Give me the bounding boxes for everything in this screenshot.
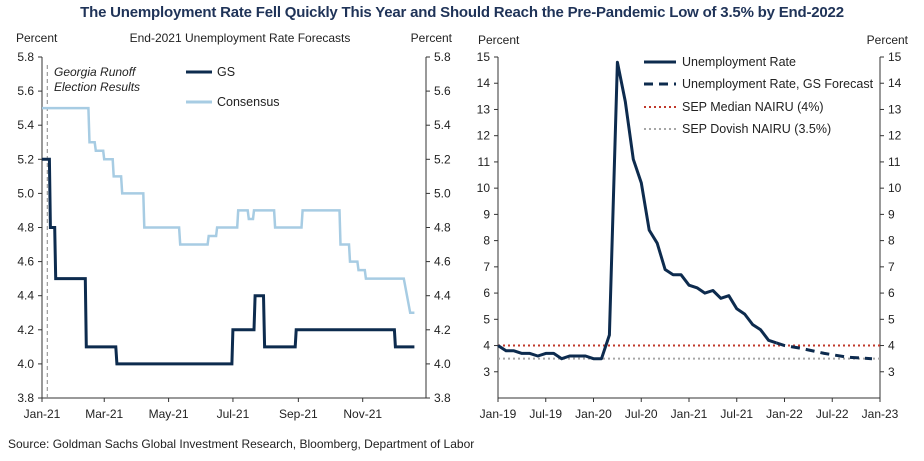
- y-tick-label: 12: [888, 129, 902, 143]
- x-tick-label: May-21: [149, 407, 189, 421]
- series-line-forecast: [776, 341, 873, 361]
- y-tick-label: 14: [477, 76, 491, 90]
- legend-label: SEP Dovish NAIRU (3.5%): [682, 122, 831, 136]
- y-tick-label: 15: [477, 50, 491, 64]
- y-tick-label: 4.0: [17, 357, 34, 371]
- y-tick-label: 5: [483, 312, 490, 326]
- y-tick-label: 4: [888, 339, 895, 353]
- y-tick-label: 15: [888, 50, 902, 64]
- legend-label: GS: [217, 65, 235, 79]
- x-tick-label: Jan-19: [480, 407, 517, 421]
- y-tick-label: 13: [477, 102, 491, 116]
- y-tick-label: 14: [888, 76, 902, 90]
- y-axis-label-left: Percent: [478, 33, 520, 47]
- x-tick-label: Jan-21: [24, 407, 61, 421]
- series-line-gs: [42, 157, 415, 366]
- y-tick-label: 5.2: [434, 152, 451, 166]
- x-tick-label: Mar-21: [85, 407, 123, 421]
- y-tick-label: 10: [477, 181, 491, 195]
- y-axis-label-right: Percent: [411, 31, 453, 45]
- y-tick-label: 4.4: [434, 289, 451, 303]
- y-tick-label: 4.6: [434, 255, 451, 269]
- annotation-label: Election Results: [54, 80, 140, 94]
- x-tick-label: Jan-22: [766, 407, 803, 421]
- panel-title: End-2021 Unemployment Rate Forecasts: [130, 31, 351, 45]
- main-title: The Unemployment Rate Fell Quickly This …: [80, 4, 844, 21]
- series-line-unemployment: [497, 60, 777, 361]
- y-tick-label: 5: [888, 312, 895, 326]
- x-tick-label: Jan-21: [671, 407, 708, 421]
- annotation-label: Georgia Runoff: [54, 65, 137, 79]
- source-note: Source: Goldman Sachs Global Investment …: [8, 437, 475, 451]
- x-tick-label: Nov-21: [343, 407, 382, 421]
- y-tick-label: 5.2: [17, 152, 34, 166]
- y-tick-label: 10: [888, 181, 902, 195]
- legend-label: SEP Median NAIRU (4%): [682, 100, 824, 114]
- y-tick-label: 3: [888, 365, 895, 379]
- y-tick-label: 4.0: [434, 357, 451, 371]
- y-tick-label: 4.2: [434, 323, 451, 337]
- y-tick-label: 7: [483, 260, 490, 274]
- x-tick-label: Jan-23: [862, 407, 899, 421]
- x-tick-label: Jul-19: [529, 407, 562, 421]
- y-tick-label: 11: [478, 155, 491, 169]
- legend-label: Unemployment Rate: [682, 55, 796, 69]
- x-tick-label: Jan-20: [575, 407, 612, 421]
- y-tick-label: 5.8: [434, 50, 451, 64]
- y-tick-label: 4.8: [17, 221, 34, 235]
- x-tick-label: Jul-22: [816, 407, 849, 421]
- legend-label: Unemployment Rate, GS Forecast: [682, 77, 874, 91]
- y-tick-label: 5.8: [17, 50, 34, 64]
- x-tick-label: Sep-21: [279, 407, 318, 421]
- y-tick-label: 3.8: [17, 391, 34, 405]
- y-tick-label: 5.4: [434, 118, 451, 132]
- legend-label: Consensus: [217, 95, 280, 109]
- y-axis-label-right: Percent: [867, 33, 909, 47]
- y-tick-label: 3: [483, 365, 490, 379]
- x-tick-label: Jul-21: [720, 407, 753, 421]
- y-tick-label: 5.6: [434, 84, 451, 98]
- y-tick-label: 11: [888, 155, 901, 169]
- series-line-consensus: [42, 106, 415, 315]
- y-tick-label: 6: [483, 286, 490, 300]
- y-tick-label: 8: [888, 234, 895, 248]
- y-tick-label: 5.4: [17, 118, 34, 132]
- y-tick-label: 9: [888, 207, 895, 221]
- y-tick-label: 12: [477, 129, 491, 143]
- x-tick-label: Jul-21: [217, 407, 250, 421]
- x-tick-label: Jul-20: [625, 407, 658, 421]
- y-tick-label: 5.0: [434, 186, 451, 200]
- y-tick-label: 4.8: [434, 221, 451, 235]
- y-axis-label-left: Percent: [16, 31, 58, 45]
- y-tick-label: 4.2: [17, 323, 34, 337]
- y-tick-label: 6: [888, 286, 895, 300]
- y-tick-label: 4.6: [17, 255, 34, 269]
- y-tick-label: 13: [888, 102, 902, 116]
- y-tick-label: 9: [483, 207, 490, 221]
- y-tick-label: 3.8: [434, 391, 451, 405]
- y-tick-label: 5.0: [17, 186, 34, 200]
- y-tick-label: 4: [483, 339, 490, 353]
- y-tick-label: 7: [888, 260, 895, 274]
- y-tick-label: 5.6: [17, 84, 34, 98]
- y-tick-label: 8: [483, 234, 490, 248]
- y-tick-label: 4.4: [17, 289, 34, 303]
